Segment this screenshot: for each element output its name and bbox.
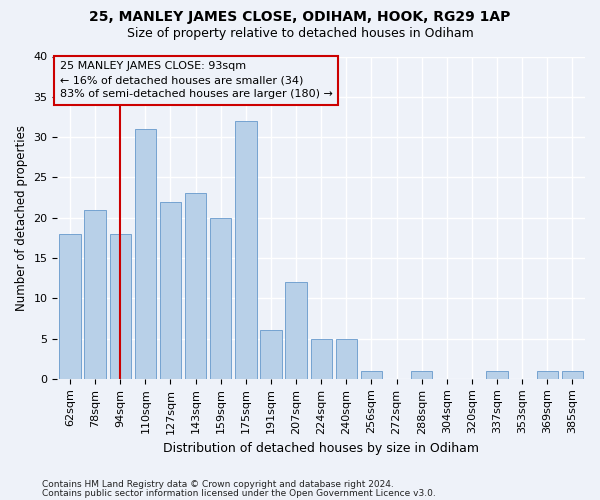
Bar xyxy=(210,218,232,379)
Bar xyxy=(185,194,206,379)
Bar xyxy=(536,371,558,379)
Text: Size of property relative to detached houses in Odiham: Size of property relative to detached ho… xyxy=(127,28,473,40)
Bar xyxy=(160,202,181,379)
Bar xyxy=(85,210,106,379)
Text: 25 MANLEY JAMES CLOSE: 93sqm
← 16% of detached houses are smaller (34)
83% of se: 25 MANLEY JAMES CLOSE: 93sqm ← 16% of de… xyxy=(60,62,333,100)
Bar xyxy=(562,371,583,379)
Bar xyxy=(235,121,257,379)
Bar xyxy=(260,330,281,379)
Bar xyxy=(411,371,433,379)
Bar xyxy=(110,234,131,379)
Bar xyxy=(311,338,332,379)
Bar xyxy=(335,338,357,379)
Y-axis label: Number of detached properties: Number of detached properties xyxy=(15,124,28,310)
Bar xyxy=(361,371,382,379)
Text: Contains public sector information licensed under the Open Government Licence v3: Contains public sector information licen… xyxy=(42,489,436,498)
Bar xyxy=(134,129,156,379)
Bar xyxy=(487,371,508,379)
Bar xyxy=(59,234,80,379)
Bar xyxy=(286,282,307,379)
X-axis label: Distribution of detached houses by size in Odiham: Distribution of detached houses by size … xyxy=(163,442,479,455)
Text: Contains HM Land Registry data © Crown copyright and database right 2024.: Contains HM Land Registry data © Crown c… xyxy=(42,480,394,489)
Text: 25, MANLEY JAMES CLOSE, ODIHAM, HOOK, RG29 1AP: 25, MANLEY JAMES CLOSE, ODIHAM, HOOK, RG… xyxy=(89,10,511,24)
